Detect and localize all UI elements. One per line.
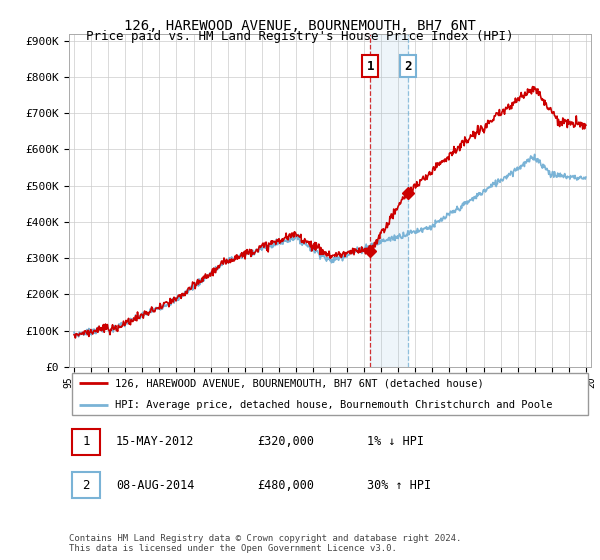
Text: 126, HAREWOOD AVENUE, BOURNEMOUTH, BH7 6NT: 126, HAREWOOD AVENUE, BOURNEMOUTH, BH7 6… (124, 19, 476, 33)
Text: 1% ↓ HPI: 1% ↓ HPI (367, 435, 424, 448)
Text: 1: 1 (367, 60, 374, 73)
FancyBboxPatch shape (71, 429, 100, 455)
Text: 126, HAREWOOD AVENUE, BOURNEMOUTH, BH7 6NT (detached house): 126, HAREWOOD AVENUE, BOURNEMOUTH, BH7 6… (115, 378, 484, 388)
Text: 30% ↑ HPI: 30% ↑ HPI (367, 479, 431, 492)
Text: 2: 2 (404, 60, 412, 73)
Text: Contains HM Land Registry data © Crown copyright and database right 2024.
This d: Contains HM Land Registry data © Crown c… (69, 534, 461, 553)
FancyBboxPatch shape (71, 472, 100, 498)
Text: 08-AUG-2014: 08-AUG-2014 (116, 479, 194, 492)
Text: £320,000: £320,000 (257, 435, 314, 448)
Text: 15-MAY-2012: 15-MAY-2012 (116, 435, 194, 448)
Text: HPI: Average price, detached house, Bournemouth Christchurch and Poole: HPI: Average price, detached house, Bour… (115, 400, 553, 410)
FancyBboxPatch shape (71, 373, 589, 416)
Bar (370, 34, 408, 367)
Text: 2: 2 (82, 479, 90, 492)
Text: 1: 1 (82, 435, 90, 448)
Text: Price paid vs. HM Land Registry's House Price Index (HPI): Price paid vs. HM Land Registry's House … (86, 30, 514, 43)
Text: £480,000: £480,000 (257, 479, 314, 492)
